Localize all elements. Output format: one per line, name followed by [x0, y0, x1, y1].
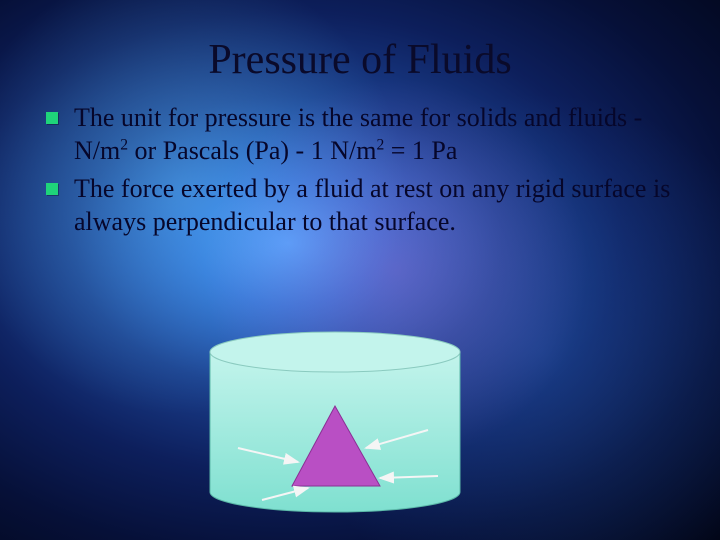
- bullet-text-segment: or Pascals (Pa) - 1 N/m: [128, 136, 376, 165]
- bullet-marker-icon: [46, 183, 58, 195]
- bullet-item: The force exerted by a fluid at rest on …: [46, 173, 682, 238]
- cylinder-top: [210, 332, 460, 372]
- bullet-list: The unit for pressure is the same for so…: [38, 102, 682, 238]
- superscript: 2: [120, 136, 128, 153]
- bullet-text: The force exerted by a fluid at rest on …: [74, 174, 670, 236]
- bullet-text: The unit for pressure is the same for so…: [74, 103, 642, 165]
- slide-title: Pressure of Fluids: [38, 36, 682, 84]
- bullet-marker-icon: [46, 112, 58, 124]
- diagram-svg: [190, 330, 480, 520]
- slide-container: Pressure of Fluids The unit for pressure…: [0, 0, 720, 540]
- fluid-pressure-diagram: [190, 330, 480, 520]
- bullet-item: The unit for pressure is the same for so…: [46, 102, 682, 167]
- bullet-text-segment: = 1 Pa: [384, 136, 457, 165]
